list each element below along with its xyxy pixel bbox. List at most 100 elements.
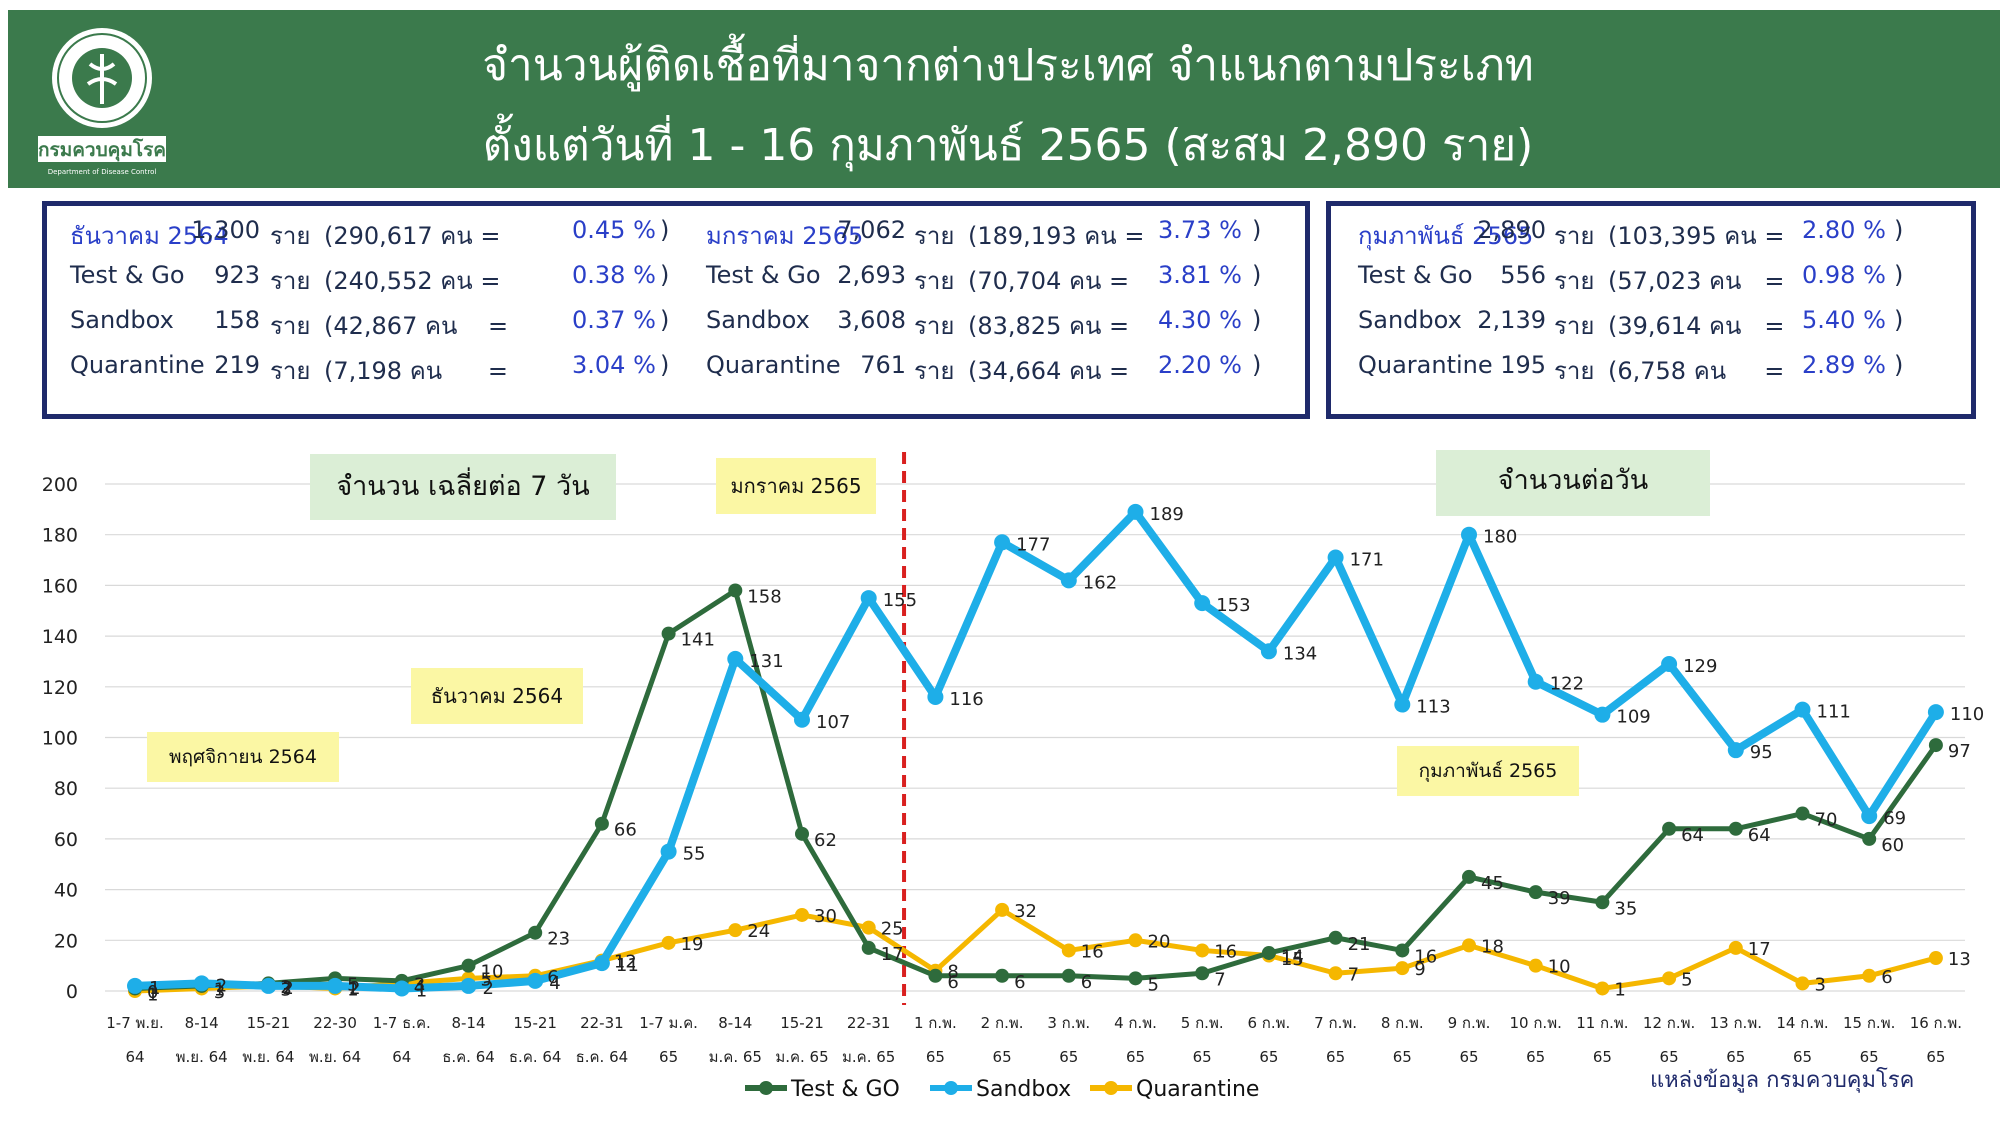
summary-february-count: 2,890 xyxy=(1477,216,1546,244)
summary-january-unit: ราย xyxy=(914,312,955,340)
summary-february-unit: ราย xyxy=(1554,312,1595,340)
x-tick-label: 2 ก.พ. xyxy=(981,1014,1024,1032)
data-label: 1 xyxy=(347,979,358,1000)
x-tick-label: 1-7 ม.ค. xyxy=(639,1014,698,1032)
data-point xyxy=(1395,961,1410,976)
legend-marker xyxy=(1104,1081,1118,1095)
data-label: 3 xyxy=(414,974,425,995)
data-label: 153 xyxy=(1216,595,1250,616)
data-point xyxy=(794,711,810,728)
header-banner: กรมควบคุมโรค Department of Disease Contr… xyxy=(8,10,2000,188)
data-label: 16 xyxy=(1214,941,1237,962)
x-tick-label: 65 xyxy=(993,1048,1012,1066)
data-label: 30 xyxy=(814,906,837,927)
page-title-line1: จำนวนผู้ติดเชื้อที่มาจากต่างประเทศ จำแนก… xyxy=(482,40,1534,91)
data-label: 10 xyxy=(1548,957,1571,978)
data-point xyxy=(1462,938,1476,953)
data-label: 2 xyxy=(280,977,291,998)
data-point xyxy=(1461,526,1477,543)
y-tick-label: 180 xyxy=(42,525,78,547)
data-point xyxy=(1128,933,1143,948)
data-label: 32 xyxy=(1014,901,1037,922)
data-label: 107 xyxy=(816,712,850,733)
y-tick-label: 40 xyxy=(54,880,78,902)
summary-february-close: ) xyxy=(1894,261,1904,289)
data-label: 13 xyxy=(1948,949,1971,970)
annotation-november: พฤศจิกายน 2564 xyxy=(147,732,339,782)
data-label: 122 xyxy=(1550,674,1584,695)
legend-label: Quarantine xyxy=(1136,1077,1259,1102)
summary-february-label: Sandbox xyxy=(1358,306,1462,334)
summary-february-label: Test & Go xyxy=(1358,261,1473,289)
data-point xyxy=(1661,655,1678,672)
x-tick-label: 1-7 พ.ย. xyxy=(106,1014,163,1032)
data-label: 20 xyxy=(1148,931,1171,952)
summary-january-base: (83,825 คน = xyxy=(968,312,1130,340)
x-tick-label: 4 ก.พ. xyxy=(1114,1014,1157,1032)
data-label: 9 xyxy=(1414,959,1425,980)
summary-february-percent: 5.40 % xyxy=(1802,306,1886,334)
x-tick-label: 65 xyxy=(1526,1048,1545,1066)
x-tick-label: 7 ก.พ. xyxy=(1314,1014,1357,1032)
summary-february-label: กุมภาพันธ์ 2565 xyxy=(1358,222,1534,250)
data-point xyxy=(1662,821,1677,836)
annotation-december: ธันวาคม 2564 xyxy=(411,668,583,724)
annotation-january: มกราคม 2565 xyxy=(716,458,876,514)
x-tick-label: 65 xyxy=(1259,1048,1278,1066)
data-point xyxy=(928,968,943,983)
summary-december-unit: ราย xyxy=(270,222,311,250)
data-label: 60 xyxy=(1881,835,1904,856)
summary-february-label: Quarantine xyxy=(1358,351,1493,379)
data-point xyxy=(260,977,277,994)
x-tick-label: 15-21 xyxy=(780,1014,824,1032)
data-label: 129 xyxy=(1683,656,1717,677)
summary-february-count: 556 xyxy=(1500,261,1546,289)
summary-february-percent: 0.98 % xyxy=(1802,261,1886,289)
data-point xyxy=(1260,643,1277,660)
summary-january-unit: ราย xyxy=(914,267,955,295)
data-label: 116 xyxy=(949,689,983,710)
x-tick-label: 65 xyxy=(1926,1048,1945,1066)
x-tick-label: 65 xyxy=(926,1048,945,1066)
data-point xyxy=(1727,742,1744,759)
summary-january-close: ) xyxy=(1252,216,1262,244)
data-label: 25 xyxy=(881,919,904,940)
data-point xyxy=(995,968,1010,983)
legend-marker xyxy=(944,1081,958,1095)
data-point xyxy=(795,826,809,841)
summary-december-unit: ราย xyxy=(270,357,311,385)
data-point xyxy=(1795,806,1810,821)
data-label: 66 xyxy=(614,820,637,841)
summary-january-label: มกราคม 2565 xyxy=(706,222,864,250)
summary-february-base: (39,614 คน = xyxy=(1608,312,1785,340)
logo-text: กรมควบคุมโรค xyxy=(38,138,166,162)
data-label: 3 xyxy=(280,979,291,1000)
data-label: 2 xyxy=(216,975,227,996)
x-tick-label: 64 xyxy=(392,1048,411,1066)
summary-december-percent: 0.45 % xyxy=(572,216,656,244)
data-label: 97 xyxy=(1948,741,1971,762)
x-tick-label: 65 xyxy=(1126,1048,1145,1066)
summary-box-feb xyxy=(1326,201,1976,419)
annotation-february: กุมภาพันธ์ 2565 xyxy=(1397,746,1579,796)
summary-january-percent: 3.73 % xyxy=(1158,216,1242,244)
data-point xyxy=(1328,966,1343,981)
data-label: 131 xyxy=(749,651,783,672)
summary-december-label: ธันวาคม 2564 xyxy=(70,222,229,250)
data-point xyxy=(861,940,876,955)
summary-january-unit: ราย xyxy=(914,357,955,385)
summary-january-count: 3,608 xyxy=(837,306,906,334)
x-tick-label: พ.ย. 64 xyxy=(309,1048,361,1066)
x-tick-label: 64 xyxy=(125,1048,144,1066)
summary-december-count: 219 xyxy=(214,351,260,379)
x-tick-label: 3 ก.พ. xyxy=(1047,1014,1090,1032)
x-tick-label: 65 xyxy=(1393,1048,1412,1066)
data-label: 3 xyxy=(214,982,225,1003)
x-tick-label: 11 ก.พ. xyxy=(1576,1014,1628,1032)
data-label: 1 xyxy=(147,984,158,1005)
summary-january-label: Test & Go xyxy=(706,261,821,289)
y-tick-label: 120 xyxy=(42,677,78,699)
legend-marker xyxy=(759,1081,773,1095)
data-label: 2 xyxy=(483,978,494,999)
data-label: 10 xyxy=(481,962,504,983)
